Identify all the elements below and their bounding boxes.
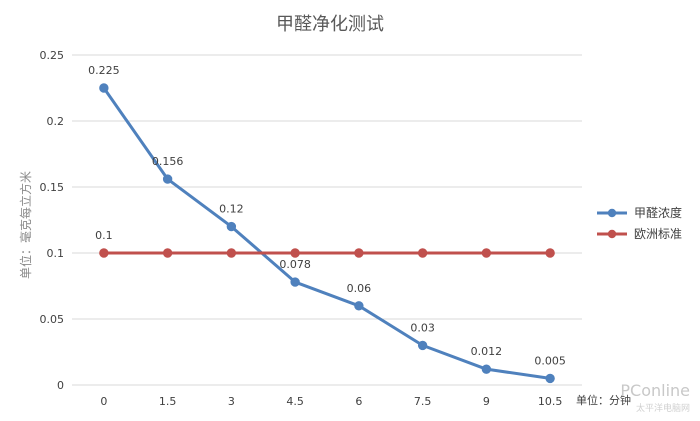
data-point <box>226 248 237 258</box>
data-point <box>481 364 492 374</box>
x-tick-label: 1.5 <box>159 395 177 408</box>
data-point <box>354 301 364 311</box>
y-tick-label: 0.05 <box>40 313 65 326</box>
data-label: 0.1 <box>95 229 113 242</box>
data-label: 0.03 <box>410 321 435 334</box>
chart-title: 甲醛净化测试 <box>276 14 384 35</box>
x-axis-label: 单位：分钟 <box>576 393 631 407</box>
data-point <box>417 340 428 351</box>
data-label: 0.225 <box>88 64 120 77</box>
legend-label: 甲醛浓度 <box>634 205 682 220</box>
data-point <box>99 83 109 93</box>
data-point <box>162 174 173 184</box>
series-line <box>102 86 552 380</box>
gridlines <box>72 54 582 386</box>
data-point <box>162 248 173 258</box>
x-tick-label: 7.5 <box>414 395 432 408</box>
data-point <box>417 248 428 258</box>
y-tick-label: 0.1 <box>47 247 65 260</box>
data-label: 0.012 <box>471 345 503 358</box>
legend-item[interactable]: 甲醛浓度 <box>597 205 682 220</box>
data-point <box>545 248 555 258</box>
data-point <box>354 248 364 258</box>
series-layer <box>99 83 555 384</box>
watermark-sub: 太平洋电脑网 <box>636 402 690 414</box>
data-labels: 0.225 0.156 0.12 0.078 0.06 0.03 0.012 0.005 0.1 <box>88 64 566 367</box>
series-2 <box>99 248 555 258</box>
data-label: 0.005 <box>534 354 566 367</box>
x-tick-label: 3 <box>228 395 235 408</box>
data-point <box>481 248 492 258</box>
y-tick-label: 0.2 <box>47 115 65 128</box>
y-tick-label: 0.15 <box>40 181 65 194</box>
x-tick-label: 4.5 <box>286 395 304 408</box>
watermark: PConline 太平洋电脑网 <box>620 381 690 414</box>
data-label: 0.06 <box>347 282 372 295</box>
legend-label: 欧洲标准 <box>634 227 682 241</box>
y-tick-label: 0 <box>57 379 64 392</box>
x-tick-label: 9 <box>483 395 490 408</box>
data-label: 0.156 <box>152 155 184 168</box>
x-tick-label: 0 <box>100 395 107 408</box>
data-point <box>290 248 300 258</box>
x-tick-label: 6 <box>355 395 362 408</box>
data-point <box>545 373 555 384</box>
watermark-brand: PConline <box>620 381 690 400</box>
y-axis-ticks: 0 0.05 0.1 0.15 0.2 0.25 <box>40 49 65 392</box>
legend-item[interactable]: 欧洲标准 <box>597 227 682 241</box>
data-label: 0.078 <box>279 258 311 271</box>
x-axis-ticks: 0 1.5 3 4.5 6 7.5 9 10.5 <box>100 395 562 408</box>
data-point <box>290 277 300 287</box>
legend-swatch-marker <box>607 229 617 239</box>
data-point <box>99 248 109 258</box>
series-1 <box>99 83 555 384</box>
x-tick-label: 10.5 <box>538 395 563 408</box>
y-axis-label: 单位：毫克每立方米 <box>18 171 33 279</box>
data-point <box>226 221 237 232</box>
legend-swatch-marker <box>607 208 617 218</box>
y-tick-label: 0.25 <box>40 49 65 62</box>
data-label: 0.12 <box>219 203 244 216</box>
